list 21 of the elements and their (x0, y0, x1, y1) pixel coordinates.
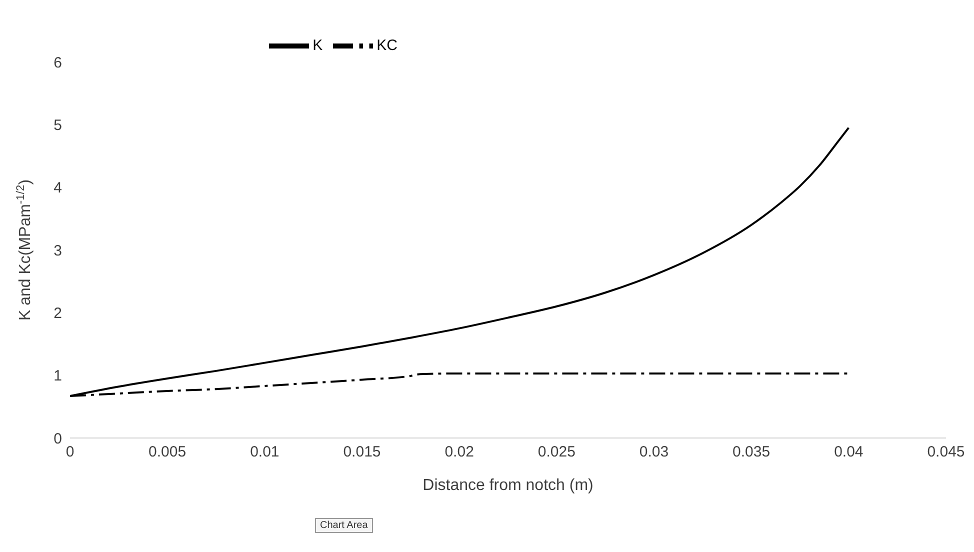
y-tick-label: 2 (54, 304, 62, 322)
y-tick-label: 3 (54, 242, 62, 260)
y-tick-label: 4 (54, 180, 62, 197)
x-tick-label: 0.045 (927, 444, 965, 461)
y-tick-label: 1 (54, 368, 62, 385)
text: Chart Area (315, 518, 373, 533)
x-tick-label: 0.02 (444, 444, 474, 461)
x-axis-title: Distance from notch (m) (422, 477, 594, 494)
x-tick-label: 0.035 (732, 444, 770, 461)
x-tick-label: 0.03 (639, 444, 669, 461)
y-tick-label: 6 (54, 54, 62, 72)
legend-label: K (312, 36, 323, 54)
x-tick-label: 0.01 (250, 444, 280, 461)
x-tick-label: 0.04 (834, 444, 864, 461)
x-tick-label: 0.025 (538, 444, 576, 461)
y-tick-label: 0 (54, 430, 62, 448)
x-tick-label: 0.015 (343, 444, 381, 461)
x-tick-label: 0.005 (148, 444, 186, 461)
y-tick-label: 5 (54, 116, 62, 134)
x-tick-label: 0 (66, 444, 74, 461)
legend-label: KC (376, 36, 398, 54)
